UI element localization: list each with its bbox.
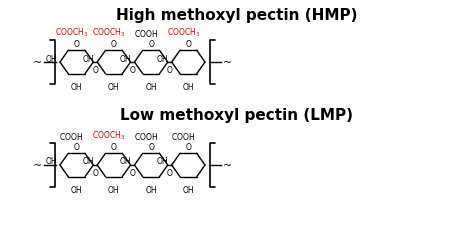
- Text: High methoxyl pectin (HMP): High methoxyl pectin (HMP): [116, 8, 358, 23]
- Text: O: O: [73, 40, 80, 49]
- Text: Low methoxyl pectin (LMP): Low methoxyl pectin (LMP): [120, 108, 354, 122]
- Text: $\mathregular{COOH}$: $\mathregular{COOH}$: [59, 131, 84, 142]
- Text: OH: OH: [46, 157, 57, 166]
- Text: O: O: [111, 143, 117, 152]
- Text: OH: OH: [146, 82, 157, 91]
- Text: ~: ~: [223, 160, 232, 170]
- Text: $\mathregular{COOCH_3}$: $\mathregular{COOCH_3}$: [92, 27, 126, 39]
- Text: O: O: [148, 143, 154, 152]
- Text: OH: OH: [82, 157, 94, 166]
- Text: OH: OH: [182, 185, 194, 194]
- Text: OH: OH: [157, 157, 169, 166]
- Text: ~: ~: [33, 58, 42, 68]
- Text: $\mathregular{COOH}$: $\mathregular{COOH}$: [134, 28, 158, 39]
- Text: OH: OH: [157, 54, 169, 63]
- Text: $\mathregular{COOH}$: $\mathregular{COOH}$: [134, 131, 158, 142]
- Text: OH: OH: [71, 82, 82, 91]
- Text: OH: OH: [120, 157, 131, 166]
- Text: OH: OH: [71, 185, 82, 194]
- Text: O: O: [167, 66, 173, 75]
- Text: O: O: [129, 66, 136, 75]
- Text: O: O: [185, 40, 191, 49]
- Text: O: O: [92, 66, 98, 75]
- Text: $\mathregular{COOCH_3}$: $\mathregular{COOCH_3}$: [92, 129, 126, 142]
- Text: O: O: [185, 143, 191, 152]
- Text: ~: ~: [33, 160, 42, 170]
- Text: $\mathregular{COOH}$: $\mathregular{COOH}$: [171, 131, 195, 142]
- Text: ~: ~: [223, 58, 232, 68]
- Text: OH: OH: [120, 54, 131, 63]
- Text: OH: OH: [182, 82, 194, 91]
- Text: O: O: [73, 143, 80, 152]
- Text: O: O: [111, 40, 117, 49]
- Text: O: O: [129, 168, 136, 177]
- Text: $\mathregular{COOCH_3}$: $\mathregular{COOCH_3}$: [55, 27, 88, 39]
- Text: OH: OH: [146, 185, 157, 194]
- Text: O: O: [167, 168, 173, 177]
- Text: OH: OH: [46, 54, 57, 63]
- Text: O: O: [92, 168, 98, 177]
- Text: O: O: [148, 40, 154, 49]
- Text: OH: OH: [108, 185, 119, 194]
- Text: $\mathregular{COOCH_3}$: $\mathregular{COOCH_3}$: [166, 27, 200, 39]
- Text: OH: OH: [108, 82, 119, 91]
- Text: OH: OH: [82, 54, 94, 63]
